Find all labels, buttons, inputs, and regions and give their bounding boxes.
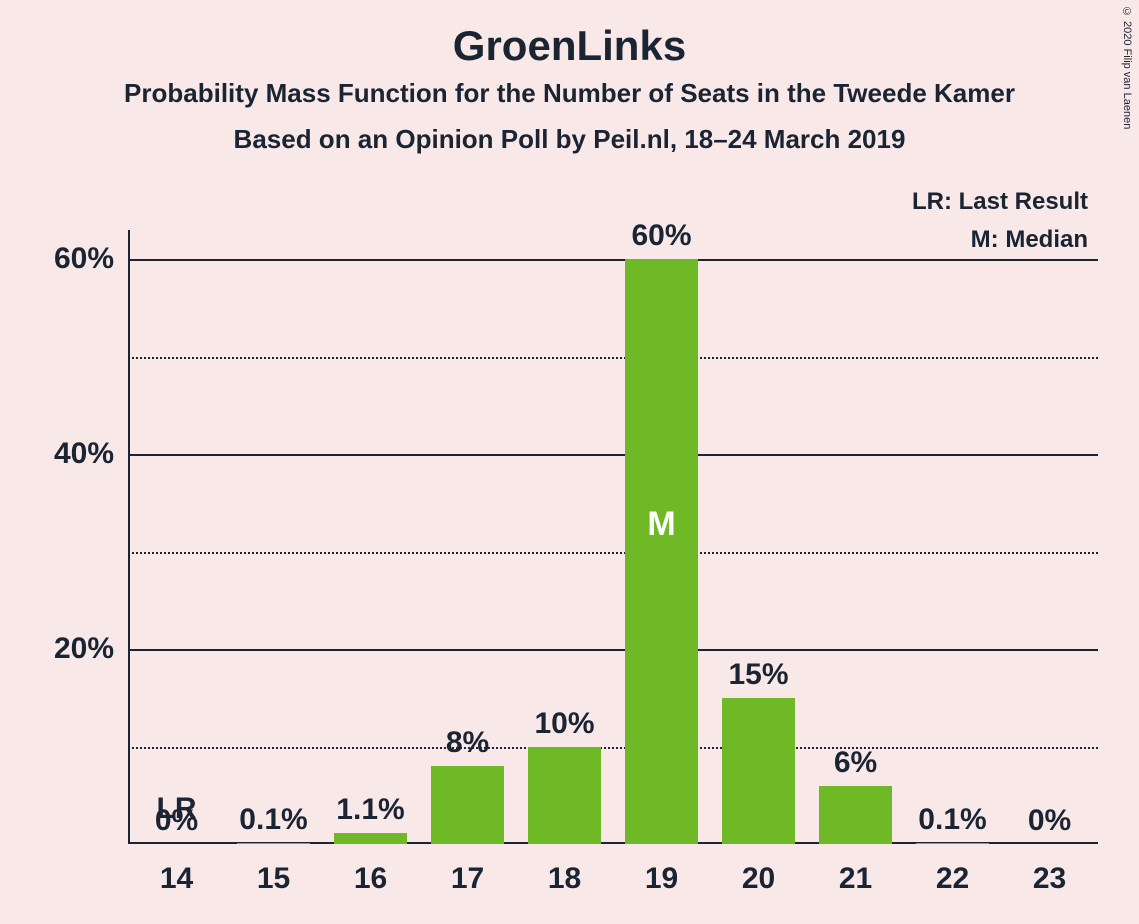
bar [916, 843, 989, 844]
y-tick-label: 60% [54, 242, 128, 276]
bar [334, 833, 407, 844]
grid-major [128, 649, 1098, 651]
y-tick-label: 20% [54, 632, 128, 666]
grid-minor [128, 552, 1098, 554]
bar-value-label: 0.1% [239, 803, 307, 843]
bar [431, 766, 504, 844]
x-tick-label: 20 [742, 844, 775, 896]
legend-line: LR: Last Result [912, 188, 1088, 216]
bar-value-label: 1.1% [336, 793, 404, 833]
last-result-marker: LR [157, 792, 197, 826]
bar [528, 747, 601, 844]
x-tick-label: 14 [160, 844, 193, 896]
bar [819, 786, 892, 844]
legend-line: M: Median [912, 226, 1088, 254]
x-tick-label: 19 [645, 844, 678, 896]
legend: LR: Last Result M: Median [912, 188, 1088, 264]
bar-value-label: 0% [1028, 804, 1071, 844]
bar [722, 698, 795, 844]
plot-area: 20%40%60%140%LR150.1%161.1%178%1810%1960… [128, 230, 1098, 844]
grid-minor [128, 747, 1098, 749]
x-tick-label: 16 [354, 844, 387, 896]
x-tick-label: 15 [257, 844, 290, 896]
bar-value-label: 0.1% [918, 803, 986, 843]
bar-value-label: 6% [834, 746, 877, 786]
x-tick-label: 21 [839, 844, 872, 896]
grid-minor [128, 357, 1098, 359]
bar-value-label: 10% [534, 707, 594, 747]
chart-subtitle-2: Based on an Opinion Poll by Peil.nl, 18–… [0, 124, 1139, 155]
bar-value-label: 15% [728, 658, 788, 698]
bar-value-label: 60% [631, 219, 691, 259]
x-tick-label: 18 [548, 844, 581, 896]
x-tick-label: 17 [451, 844, 484, 896]
x-tick-label: 23 [1033, 844, 1066, 896]
bar-value-label: 8% [446, 726, 489, 766]
chart-subtitle-1: Probability Mass Function for the Number… [0, 78, 1139, 109]
pmf-bar-chart: 20%40%60%140%LR150.1%161.1%178%1810%1960… [128, 230, 1098, 844]
median-marker: M [647, 505, 675, 544]
bar [625, 259, 698, 844]
y-tick-label: 40% [54, 437, 128, 471]
y-axis [128, 230, 130, 844]
x-tick-label: 22 [936, 844, 969, 896]
grid-major [128, 454, 1098, 456]
copyright-text: © 2020 Filip van Laenen [1121, 6, 1133, 129]
bar [237, 843, 310, 844]
chart-title: GroenLinks [0, 22, 1139, 70]
